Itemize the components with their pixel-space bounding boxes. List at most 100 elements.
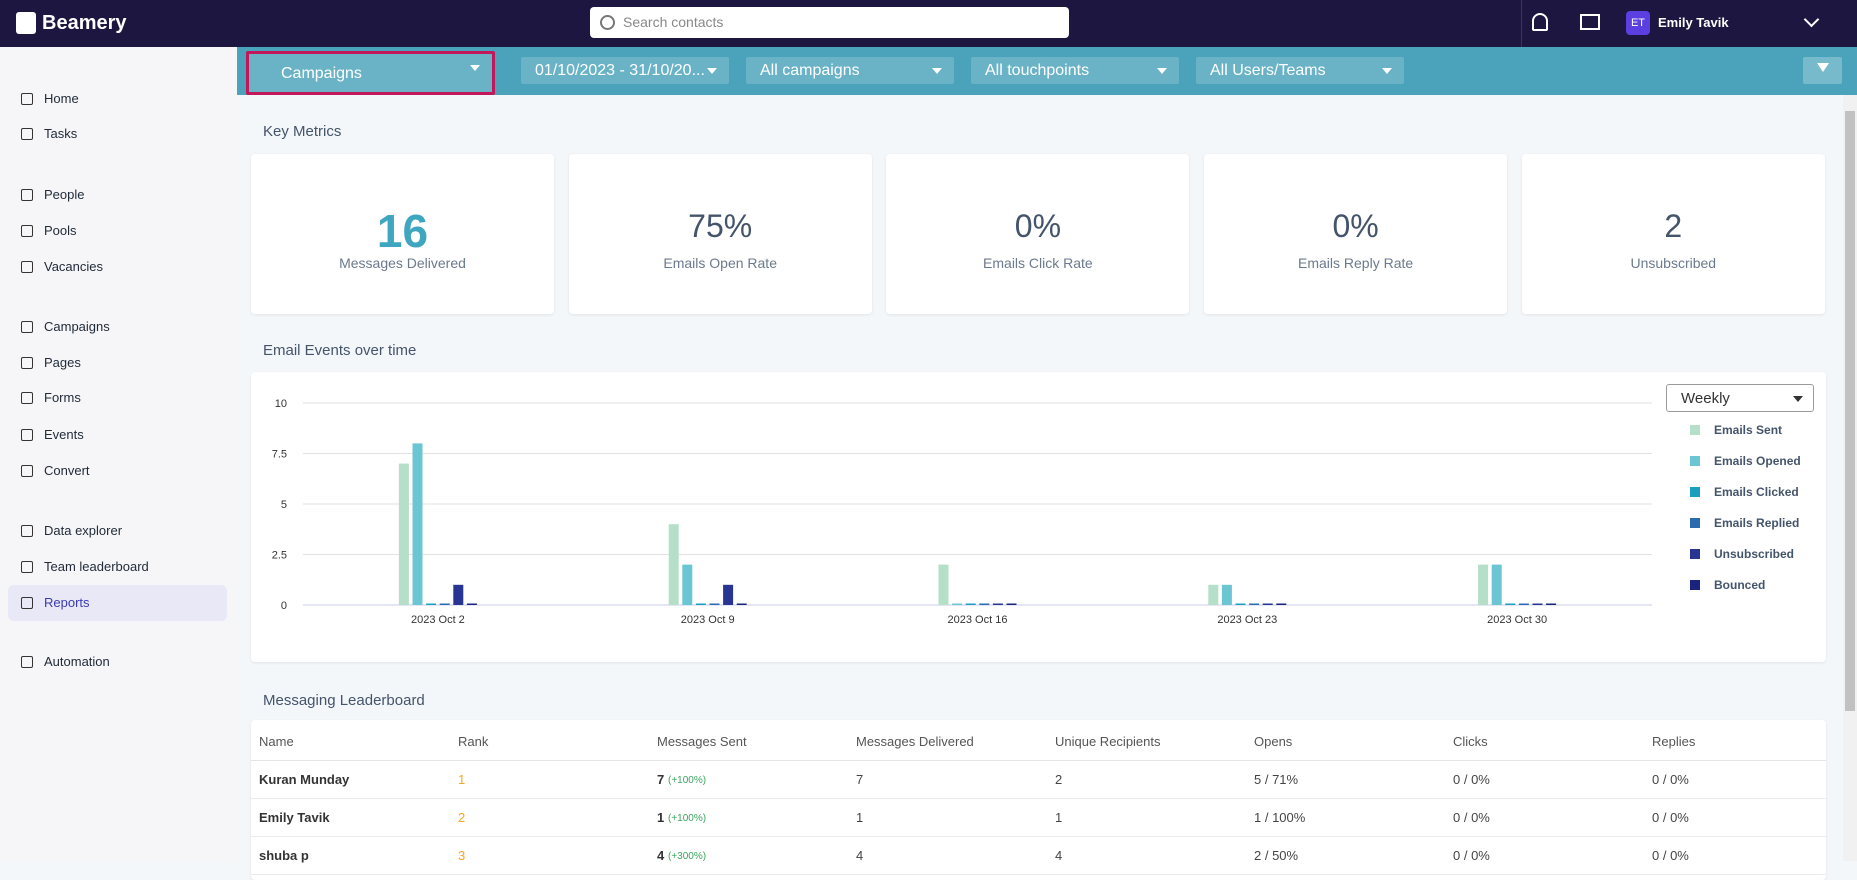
search-icon — [600, 15, 615, 30]
section-title: Email Events over time — [263, 342, 417, 359]
user-name[interactable]: Emily Tavik — [1658, 15, 1729, 30]
filter-dropdown[interactable]: All campaigns — [746, 57, 954, 84]
nav-icon — [21, 321, 33, 333]
cell: 7 — [856, 772, 864, 787]
bar — [1518, 603, 1529, 605]
search-placeholder: Search contacts — [623, 14, 724, 30]
nav-item[interactable]: Data explorer — [44, 523, 123, 538]
nav-item[interactable]: Pages — [44, 355, 81, 370]
bar — [1221, 584, 1232, 605]
bar — [668, 524, 679, 605]
filter-dropdown[interactable]: 01/10/2023 - 31/10/20... — [521, 57, 729, 84]
bar — [695, 603, 706, 605]
nav-item[interactable]: Team leaderboard — [44, 559, 149, 574]
bar — [412, 443, 423, 605]
x-tick-label: 2023 Oct 9 — [681, 614, 735, 626]
column-header: Name — [259, 734, 294, 749]
rank-cell: 2 — [458, 810, 466, 825]
logo — [16, 12, 36, 34]
bar — [938, 564, 949, 605]
download-icon — [1817, 63, 1829, 78]
nav-item[interactable]: Vacancies — [44, 259, 104, 274]
x-tick-label: 2023 Oct 23 — [1217, 614, 1277, 626]
nav-item[interactable]: Automation — [44, 654, 110, 669]
name-cell[interactable]: Emily Tavik — [259, 810, 330, 825]
cell: 0 / 0% — [1453, 848, 1490, 863]
cell: 0 / 0% — [1453, 810, 1490, 825]
nav-icon — [21, 357, 33, 369]
legend-label: Emails Clicked — [1714, 485, 1799, 499]
bar — [1235, 603, 1246, 605]
row-divider — [251, 874, 1826, 875]
metric-card: 16 Messages Delivered — [251, 154, 554, 314]
filter-dropdown[interactable]: All touchpoints — [971, 57, 1179, 84]
bar — [439, 603, 450, 605]
header-divider — [251, 760, 1826, 761]
cell-change: (+100%) — [668, 775, 707, 786]
nav-active — [8, 585, 227, 621]
chart-card — [251, 372, 1826, 662]
column-header: Clicks — [1453, 734, 1488, 749]
metric-card: 2 Unsubscribed — [1521, 154, 1825, 314]
avatar[interactable]: ET — [1626, 11, 1650, 35]
nav-item[interactable]: Events — [44, 427, 84, 442]
x-tick-label: 2023 Oct 16 — [948, 614, 1008, 626]
brand: Beamery — [42, 12, 127, 34]
nav-item[interactable]: Tasks — [44, 126, 78, 141]
filter-bar — [237, 47, 1857, 95]
nav-item[interactable]: Pools — [44, 223, 77, 238]
row-divider — [251, 836, 1826, 837]
bar — [952, 603, 963, 605]
cell: 0 / 0% — [1652, 810, 1689, 825]
cell: 0 / 0% — [1652, 848, 1689, 863]
bar — [1546, 603, 1557, 605]
name-cell[interactable]: shuba p — [259, 848, 309, 863]
nav-item[interactable]: Forms — [44, 390, 81, 405]
name-cell[interactable]: Kuran Munday — [259, 772, 350, 787]
metric-value: 0% — [1014, 208, 1062, 244]
nav-icon — [21, 93, 33, 105]
nav-item[interactable]: Campaigns — [44, 319, 110, 334]
legend-swatch — [1690, 425, 1700, 435]
rank-cell: 1 — [458, 772, 466, 787]
rank-cell: 3 — [458, 848, 466, 863]
column-header: Opens — [1254, 734, 1293, 749]
scroll-thumb[interactable] — [1845, 111, 1855, 711]
nav-item[interactable]: People — [44, 187, 85, 202]
cell-change: (+100%) — [668, 813, 707, 824]
filter-dropdown[interactable]: All Users/Teams — [1196, 57, 1404, 84]
search-box[interactable]: Search contacts — [590, 7, 1069, 38]
column-header: Unique Recipients — [1055, 734, 1161, 749]
bar — [466, 603, 477, 605]
cell: 0 / 0% — [1453, 772, 1490, 787]
legend-swatch — [1690, 549, 1700, 559]
bar — [1478, 564, 1489, 605]
period-select[interactable]: Weekly — [1666, 384, 1814, 412]
bar — [736, 603, 747, 605]
chart: 0 2.5 5 7.5 10 2023 Oct 2 2023 Oct 9 2023 Oct 1… — [272, 398, 1801, 626]
bar — [992, 603, 1003, 605]
legend-swatch — [1690, 456, 1700, 466]
cell: 4 — [1055, 848, 1063, 863]
cell: 5 / 71% — [1254, 772, 1299, 787]
nav-item[interactable]: Home — [44, 91, 79, 106]
metric-card: 0% Emails Reply Rate — [1204, 154, 1508, 314]
nav-icon — [21, 128, 33, 140]
legend-swatch — [1690, 518, 1700, 528]
metric-label: Unsubscribed — [1630, 255, 1717, 271]
notifications[interactable] — [1532, 13, 1548, 31]
column-header: Messages Sent — [657, 734, 747, 749]
help[interactable] — [1580, 14, 1600, 30]
section-title: Messaging Leaderboard — [263, 692, 425, 709]
filter-dropdown[interactable]: Campaigns — [246, 51, 495, 95]
cell-value: 1 — [657, 810, 665, 825]
column-header: Rank — [458, 734, 489, 749]
metric-label: Emails Reply Rate — [1298, 255, 1414, 271]
nav-item[interactable]: Convert — [44, 463, 90, 478]
nav-item[interactable]: Reports — [44, 595, 90, 610]
cell: 0 / 0% — [1652, 772, 1689, 787]
download[interactable] — [1803, 57, 1842, 84]
metric-value: 75% — [688, 208, 753, 244]
legend-label: Emails Replied — [1714, 516, 1799, 530]
